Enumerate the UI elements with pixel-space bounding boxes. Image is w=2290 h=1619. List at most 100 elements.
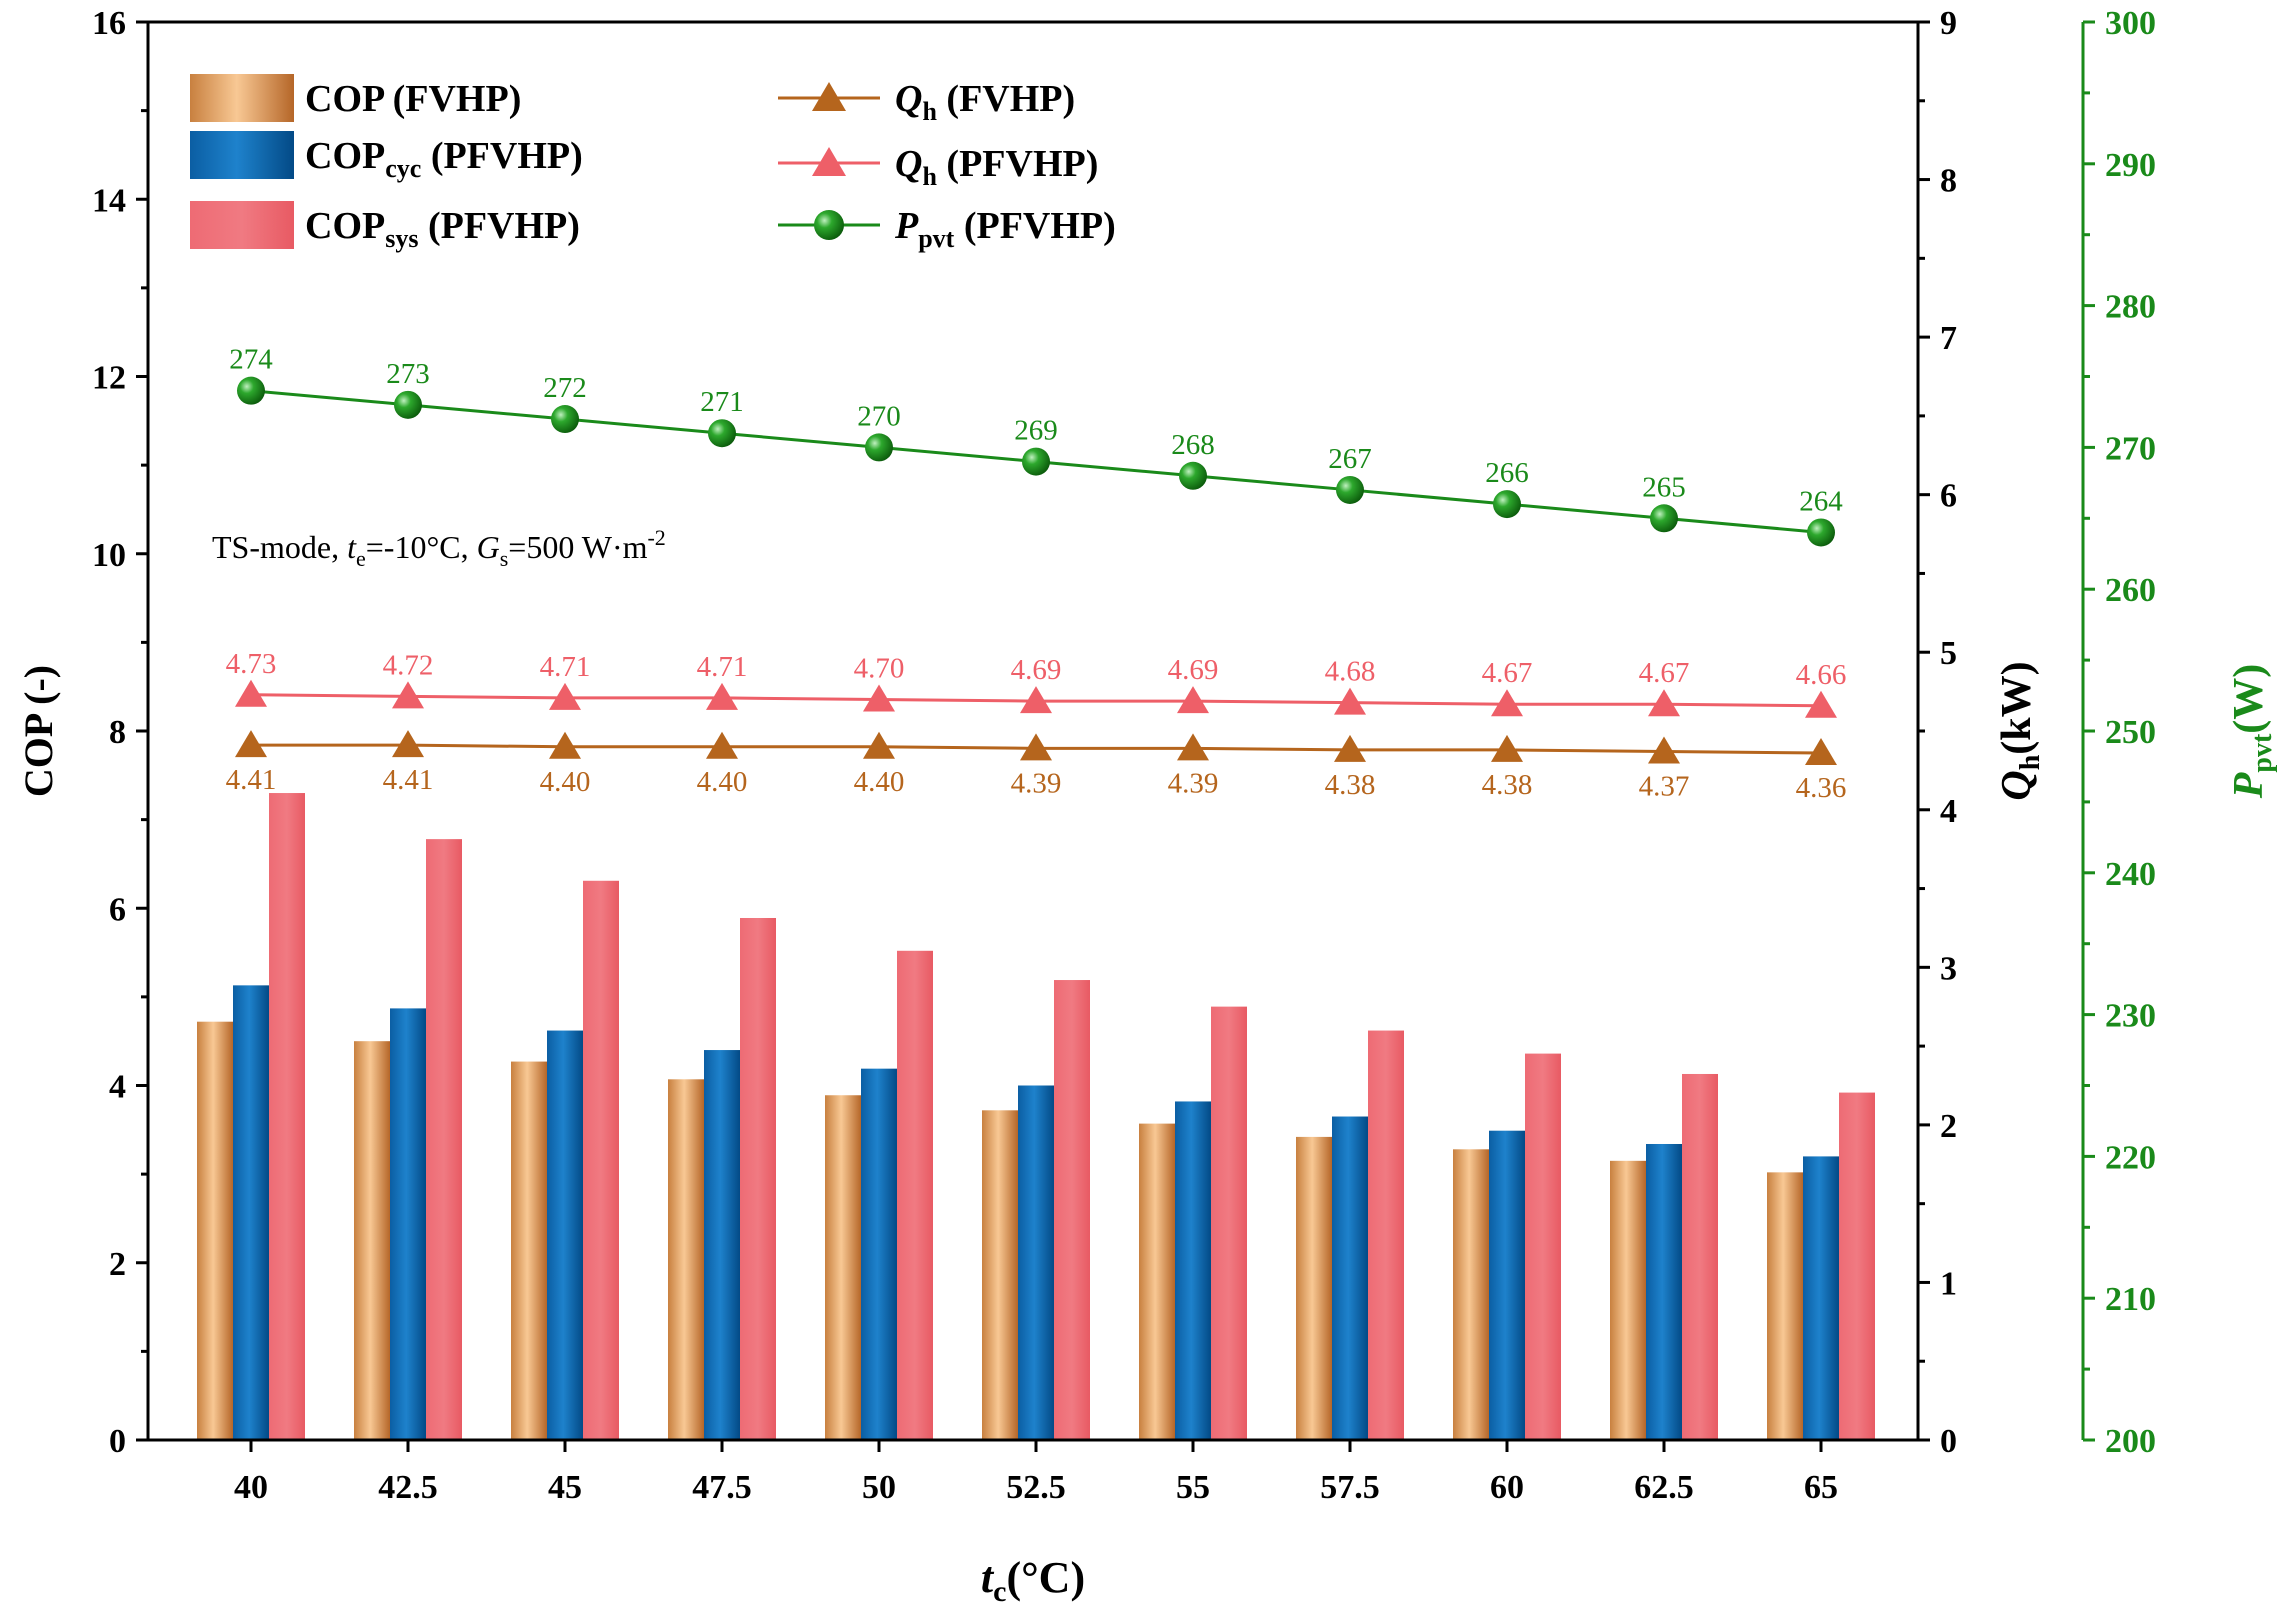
left-tick-label-14: 14: [92, 182, 126, 219]
bar-cop-cyc-7: [1332, 1116, 1368, 1440]
x-tick-label-9: 62.5: [1634, 1469, 1694, 1506]
data-label-ppvt-8: 266: [1485, 457, 1529, 489]
q-tick-label-1: 1: [1940, 1265, 1957, 1302]
bar-cop-sys-1: [426, 839, 462, 1440]
marker-qh-pfvhp-3: [706, 682, 738, 710]
marker-qh-fvhp-0: [235, 730, 267, 758]
data-label-qh-fvhp-7: 4.38: [1325, 769, 1376, 801]
legend-label-ppvt: Ppvt (PFVHP): [894, 205, 1116, 253]
bar-cop-fvhp-9: [1610, 1160, 1646, 1440]
p-tick-label-270: 270: [2105, 430, 2156, 467]
bar-cop-fvhp-8: [1453, 1149, 1489, 1440]
x-tick-label-2: 45: [548, 1469, 582, 1506]
marker-ppvt-6: [1179, 461, 1207, 490]
data-label-ppvt-10: 264: [1799, 485, 1843, 517]
marker-qh-pfvhp-2: [549, 682, 581, 710]
left-axis-title: COP (-): [16, 665, 61, 797]
p-tick-label-240: 240: [2105, 856, 2156, 893]
left-tick-label-4: 4: [109, 1069, 126, 1106]
condition-annotation: TS-mode, te=-10°C, Gs=500 W·m-2: [212, 525, 666, 571]
bar-cop-sys-8: [1525, 1053, 1561, 1440]
legend-marker-qh-pfvhp: [812, 147, 846, 176]
q-tick-label-5: 5: [1940, 635, 1957, 672]
bar-cop-cyc-1: [390, 1008, 426, 1440]
data-label-qh-pfvhp-9: 4.67: [1639, 657, 1690, 689]
marker-ppvt-7: [1336, 475, 1364, 504]
data-label-qh-pfvhp-4: 4.70: [854, 652, 905, 684]
x-tick-label-3: 47.5: [692, 1469, 752, 1506]
left-tick-label-6: 6: [109, 891, 126, 928]
data-label-qh-fvhp-6: 4.39: [1168, 767, 1219, 799]
marker-qh-pfvhp-10: [1805, 690, 1837, 718]
marker-qh-fvhp-9: [1648, 736, 1680, 764]
left-tick-label-2: 2: [109, 1246, 126, 1283]
data-label-qh-pfvhp-5: 4.69: [1011, 654, 1062, 686]
marker-qh-fvhp-1: [392, 730, 424, 758]
bar-cop-fvhp-5: [982, 1110, 1018, 1440]
p-tick-label-220: 220: [2105, 1139, 2156, 1176]
marker-qh-fvhp-4: [863, 731, 895, 759]
marker-qh-fvhp-3: [706, 731, 738, 759]
marker-ppvt-9: [1650, 504, 1678, 533]
legend-marker-ppvt: [814, 210, 844, 240]
bar-cop-sys-2: [583, 880, 619, 1440]
bar-cop-fvhp-1: [354, 1041, 390, 1440]
data-label-ppvt-7: 267: [1328, 443, 1372, 475]
bar-cop-fvhp-7: [1296, 1136, 1332, 1440]
marker-qh-fvhp-7: [1334, 734, 1366, 762]
x-tick-label-1: 42.5: [378, 1469, 438, 1506]
p-tick-label-300: 300: [2105, 5, 2156, 42]
bar-cop-cyc-0: [233, 985, 269, 1440]
q-tick-label-7: 7: [1940, 320, 1957, 357]
data-label-qh-pfvhp-7: 4.68: [1325, 656, 1376, 688]
q-tick-label-0: 0: [1940, 1423, 1957, 1460]
data-label-qh-fvhp-9: 4.37: [1639, 770, 1690, 802]
bar-cop-fvhp-3: [668, 1079, 704, 1440]
marker-qh-pfvhp-0: [235, 679, 267, 707]
data-label-qh-pfvhp-3: 4.71: [697, 651, 748, 683]
q-tick-label-9: 9: [1940, 5, 1957, 42]
data-label-qh-pfvhp-10: 4.66: [1796, 659, 1847, 691]
marker-qh-pfvhp-1: [392, 681, 424, 709]
data-label-qh-fvhp-3: 4.40: [697, 766, 748, 798]
data-label-qh-fvhp-1: 4.41: [383, 764, 434, 796]
q-tick-label-4: 4: [1940, 793, 1957, 830]
bar-cop-sys-7: [1368, 1030, 1404, 1440]
p-tick-label-200: 200: [2105, 1423, 2156, 1460]
bar-cop-sys-3: [740, 917, 776, 1440]
marker-ppvt-8: [1493, 490, 1521, 519]
x-tick-label-7: 57.5: [1320, 1469, 1380, 1506]
legend-label-bar-2: COPsys (PFVHP): [305, 205, 580, 253]
legend-swatch-cop-pfvhp-1: [190, 131, 294, 179]
x-tick-label-0: 40: [234, 1469, 268, 1506]
bar-cop-sys-10: [1839, 1092, 1875, 1440]
x-tick-label-5: 52.5: [1006, 1469, 1066, 1506]
bar-cop-cyc-6: [1175, 1101, 1211, 1440]
data-label-qh-fvhp-10: 4.36: [1796, 772, 1847, 804]
data-label-ppvt-9: 265: [1642, 471, 1686, 503]
q-tick-label-3: 3: [1940, 950, 1957, 987]
bar-cop-cyc-10: [1803, 1156, 1839, 1440]
marker-qh-pfvhp-7: [1334, 687, 1366, 715]
data-label-qh-fvhp-2: 4.40: [540, 766, 591, 798]
left-tick-label-0: 0: [109, 1423, 126, 1460]
marker-qh-fvhp-2: [549, 731, 581, 759]
q-tick-label-6: 6: [1940, 478, 1957, 515]
marker-qh-fvhp-6: [1177, 733, 1209, 761]
marker-ppvt-3: [708, 419, 736, 448]
data-label-qh-fvhp-8: 4.38: [1482, 769, 1533, 801]
x-tick-label-6: 55: [1176, 1469, 1210, 1506]
q-tick-label-8: 8: [1940, 163, 1957, 200]
q-axis-title: Qh(kW): [1994, 661, 2046, 800]
bar-cop-cyc-3: [704, 1050, 740, 1440]
bar-cop-sys-6: [1211, 1006, 1247, 1440]
bars-layer: [197, 793, 1875, 1440]
marker-ppvt-0: [237, 376, 265, 405]
marker-qh-fvhp-5: [1020, 733, 1052, 761]
bar-cop-cyc-4: [861, 1068, 897, 1440]
data-label-ppvt-4: 270: [857, 400, 901, 432]
marker-qh-pfvhp-9: [1648, 689, 1680, 717]
data-label-ppvt-3: 271: [700, 386, 744, 418]
data-label-ppvt-0: 274: [229, 344, 273, 376]
